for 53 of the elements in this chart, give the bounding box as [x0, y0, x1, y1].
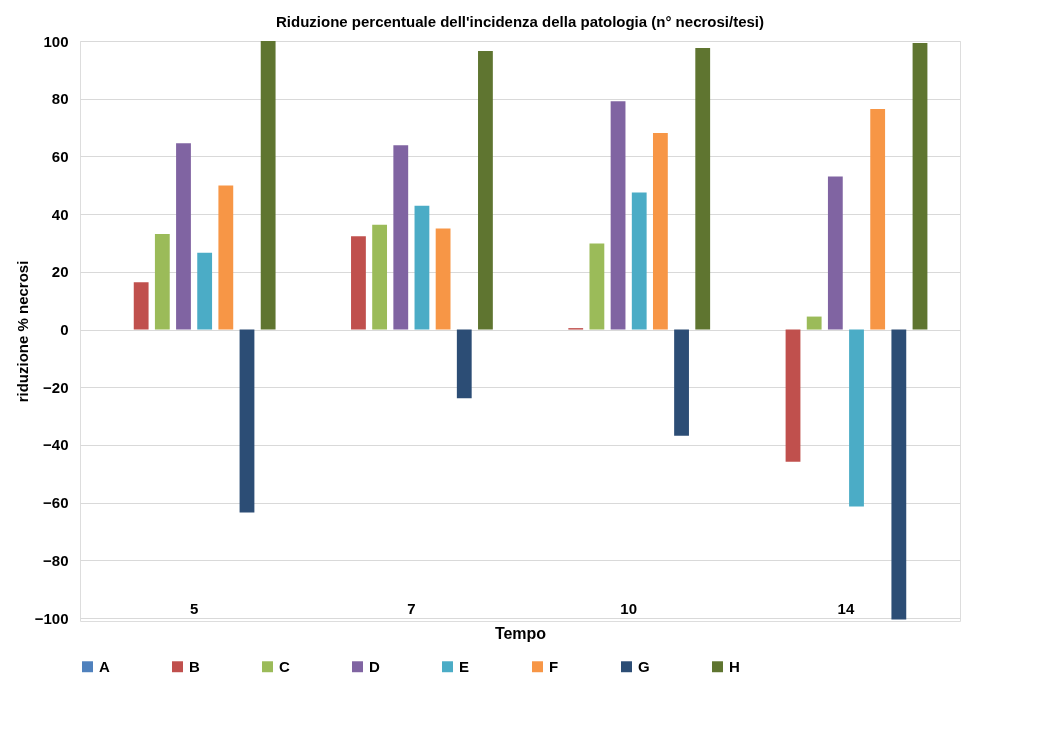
x-tick-label: 10	[620, 599, 637, 617]
legend-label: C	[279, 657, 290, 675]
y-tick-label: 0	[60, 321, 69, 339]
bar	[891, 329, 907, 620]
y-tick-label: 80	[51, 90, 69, 108]
bar	[827, 176, 843, 330]
bar	[870, 109, 886, 330]
bar	[176, 143, 191, 330]
y-tick-label: 20	[51, 263, 69, 281]
bar	[393, 145, 409, 330]
legend-label: H	[729, 657, 740, 675]
bar	[806, 316, 822, 330]
y-axis-title: riduzione % necrosi	[13, 260, 31, 403]
bar	[351, 236, 366, 330]
legend-label: E	[459, 657, 470, 675]
bar	[652, 133, 668, 330]
bar	[610, 101, 626, 330]
legend-label: D	[369, 657, 380, 675]
bar	[695, 47, 711, 330]
bar	[197, 252, 213, 330]
y-tick-label: −60	[43, 494, 69, 512]
bar	[435, 228, 451, 330]
bar	[133, 282, 149, 330]
bar	[456, 329, 472, 399]
x-tick-label: 5	[189, 599, 199, 617]
legend-label: B	[189, 657, 200, 675]
chart-title: Riduzione percentuale dell'incidenza della patologia (n° necrosi/tesi)	[276, 13, 764, 30]
bar	[912, 43, 928, 330]
y-tick-label: 100	[43, 32, 69, 50]
y-tick-label: −20	[43, 378, 69, 396]
x-axis-title: Tempo	[494, 624, 547, 642]
x-tick-label: 7	[407, 599, 416, 617]
bar	[260, 41, 276, 330]
y-tick-label: −80	[43, 551, 69, 569]
legend-label: F	[549, 657, 559, 675]
bar	[785, 329, 801, 462]
legend-label: G	[638, 657, 650, 675]
bar	[372, 224, 388, 330]
bar	[849, 329, 864, 507]
y-tick-label: −40	[43, 436, 69, 454]
bar	[589, 243, 605, 330]
x-tick-label: 14	[837, 599, 855, 617]
bar	[239, 329, 255, 513]
bar	[218, 185, 234, 330]
bar	[674, 329, 689, 436]
y-tick-label: −100	[34, 609, 69, 627]
y-tick-label: 60	[51, 147, 69, 165]
bar	[414, 205, 430, 330]
bar	[478, 51, 493, 330]
y-tick-label: 40	[51, 205, 69, 223]
bar	[631, 192, 647, 330]
bar	[154, 234, 170, 330]
legend-label: A	[99, 657, 110, 675]
